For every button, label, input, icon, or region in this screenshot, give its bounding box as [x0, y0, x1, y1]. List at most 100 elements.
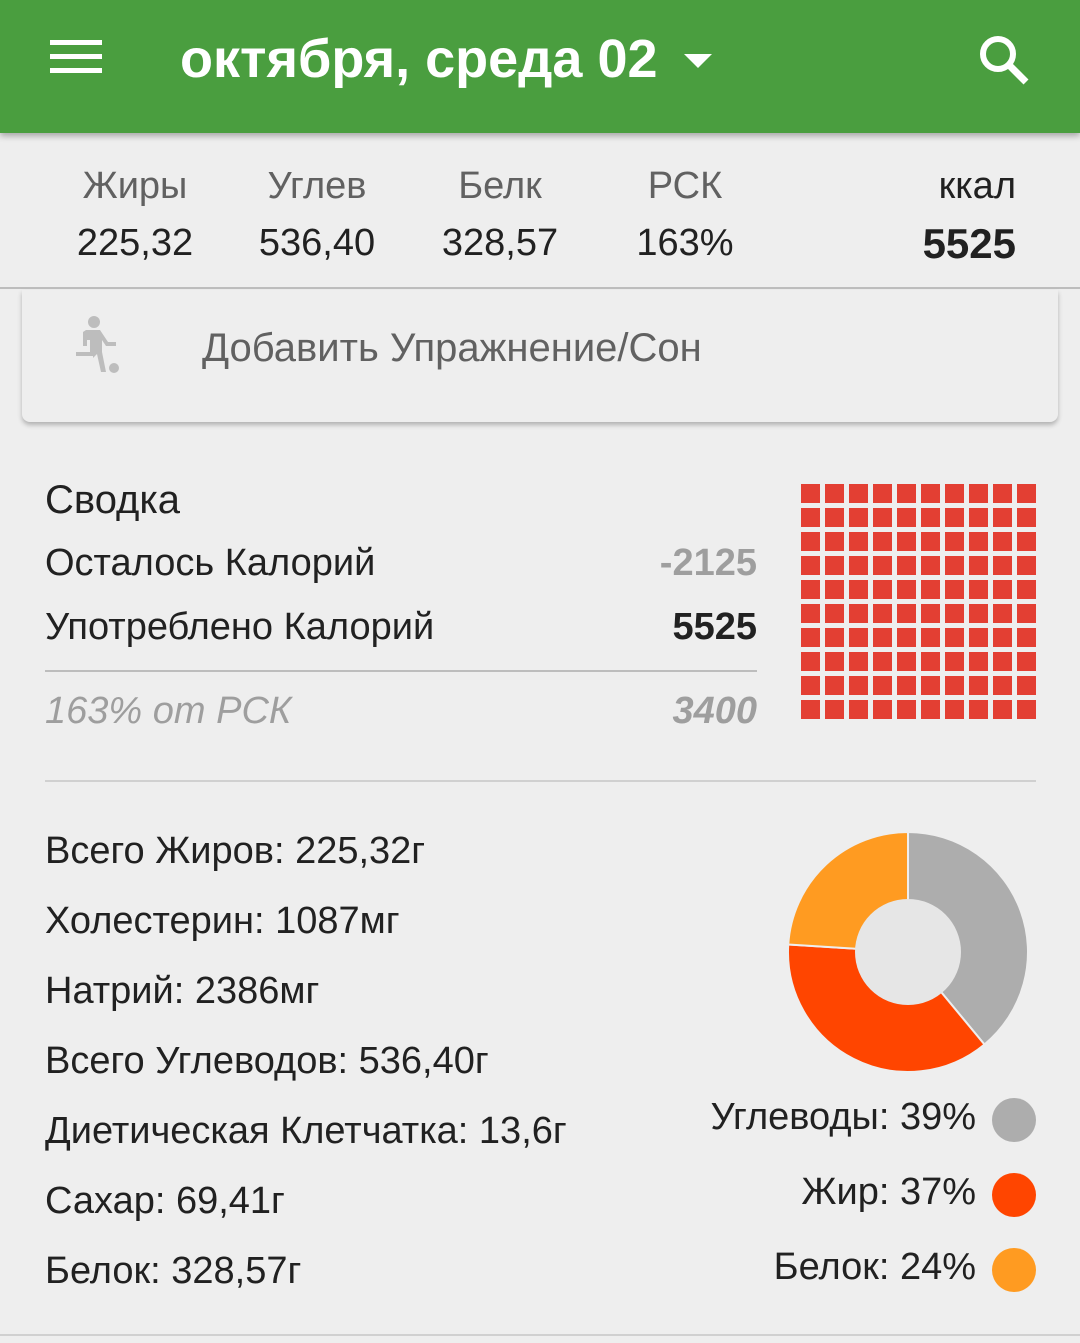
grid-cell [1017, 532, 1036, 551]
grid-cell [921, 556, 940, 575]
grid-cell [993, 604, 1012, 623]
grid-cell [825, 604, 844, 623]
grid-cell [801, 628, 820, 647]
grid-cell [825, 676, 844, 695]
nutrient-item: Всего Жиров: 225,32г [45, 830, 426, 872]
grid-cell [945, 508, 964, 527]
macro-label: РСК [647, 165, 723, 207]
grid-cell [849, 628, 868, 647]
macro-pie-chart [787, 830, 1029, 1073]
dropdown-arrow-icon[interactable] [684, 54, 712, 68]
grid-cell [945, 604, 964, 623]
grid-cell [993, 484, 1012, 503]
grid-cell [849, 676, 868, 695]
grid-cell [993, 652, 1012, 671]
grid-cell [849, 508, 868, 527]
grid-cell [945, 628, 964, 647]
consumed-value: 5525 [672, 606, 757, 648]
grid-cell [897, 652, 916, 671]
macro-label: Белк [458, 165, 542, 207]
grid-cell [969, 508, 988, 527]
remaining-row: Осталось Калорий -2125 [45, 542, 757, 585]
grid-cell [945, 556, 964, 575]
macro-value: 536,40 [258, 222, 376, 264]
grid-cell [801, 652, 820, 671]
grid-cell [873, 676, 892, 695]
remaining-label: Осталось Калорий [45, 542, 376, 584]
grid-cell [921, 580, 940, 599]
pie-hole [855, 899, 961, 1005]
consumed-row: Употреблено Калорий 5525 [45, 606, 757, 649]
grid-cell [801, 556, 820, 575]
grid-cell [921, 508, 940, 527]
grid-cell [849, 652, 868, 671]
grid-cell [897, 532, 916, 551]
macro-carbs: Углев 536,40 [237, 165, 397, 265]
grid-cell [969, 652, 988, 671]
grid-cell [993, 556, 1012, 575]
grid-cell [1017, 484, 1036, 503]
grid-cell [945, 700, 964, 719]
grid-cell [921, 628, 940, 647]
grid-cell [873, 604, 892, 623]
consumed-label: Употреблено Калорий [45, 606, 435, 648]
kcal-total: ккал 5525 [923, 165, 1016, 268]
grid-cell [825, 508, 844, 527]
grid-cell [993, 532, 1012, 551]
grid-cell [1017, 628, 1036, 647]
rdi-value: 3400 [672, 690, 757, 732]
grid-cell [969, 532, 988, 551]
kcal-value: 5525 [922, 220, 1016, 267]
grid-cell [993, 700, 1012, 719]
grid-cell [873, 484, 892, 503]
grid-cell [849, 580, 868, 599]
grid-cell [801, 604, 820, 623]
legend-dot [992, 1173, 1036, 1217]
pie-slice [907, 830, 1029, 1046]
grid-cell [825, 652, 844, 671]
grid-cell [969, 580, 988, 599]
grid-cell [1017, 508, 1036, 527]
grid-cell [921, 676, 940, 695]
grid-cell [849, 556, 868, 575]
legend-label: Углеводы: 39% [710, 1096, 976, 1138]
grid-cell [801, 700, 820, 719]
grid-cell [921, 484, 940, 503]
macro-fat: Жиры 225,32 [55, 165, 215, 265]
grid-cell [969, 484, 988, 503]
search-icon[interactable] [978, 34, 1030, 86]
grid-cell [969, 700, 988, 719]
kcal-label: ккал [938, 165, 1016, 207]
grid-cell [945, 484, 964, 503]
grid-cell [969, 628, 988, 647]
grid-cell [897, 556, 916, 575]
grid-cell [1017, 604, 1036, 623]
nutrient-item: Натрий: 2386мг [45, 970, 320, 1012]
grid-cell [921, 652, 940, 671]
grid-cell [873, 652, 892, 671]
grid-cell [897, 484, 916, 503]
date-title[interactable]: октября, среда 02 [180, 29, 658, 89]
grid-cell [993, 676, 1012, 695]
add-exercise-button[interactable]: Добавить Упражнение/Сон [22, 290, 1058, 422]
nutrient-item: Сахар: 69,41г [45, 1180, 285, 1222]
grid-cell [873, 508, 892, 527]
divider [45, 780, 1036, 782]
nutrient-item: Холестерин: 1087мг [45, 900, 400, 942]
grid-cell [1017, 676, 1036, 695]
grid-cell [825, 532, 844, 551]
remaining-value: -2125 [659, 542, 757, 584]
grid-cell [945, 532, 964, 551]
divider [0, 1334, 1080, 1336]
grid-cell [897, 604, 916, 623]
grid-cell [897, 508, 916, 527]
macro-protein: Белк 328,57 [420, 165, 580, 265]
menu-icon[interactable] [50, 40, 102, 74]
grid-cell [897, 700, 916, 719]
divider [0, 287, 1080, 289]
grid-cell [969, 676, 988, 695]
grid-cell [873, 532, 892, 551]
grid-cell [921, 700, 940, 719]
grid-cell [897, 580, 916, 599]
grid-cell [801, 508, 820, 527]
